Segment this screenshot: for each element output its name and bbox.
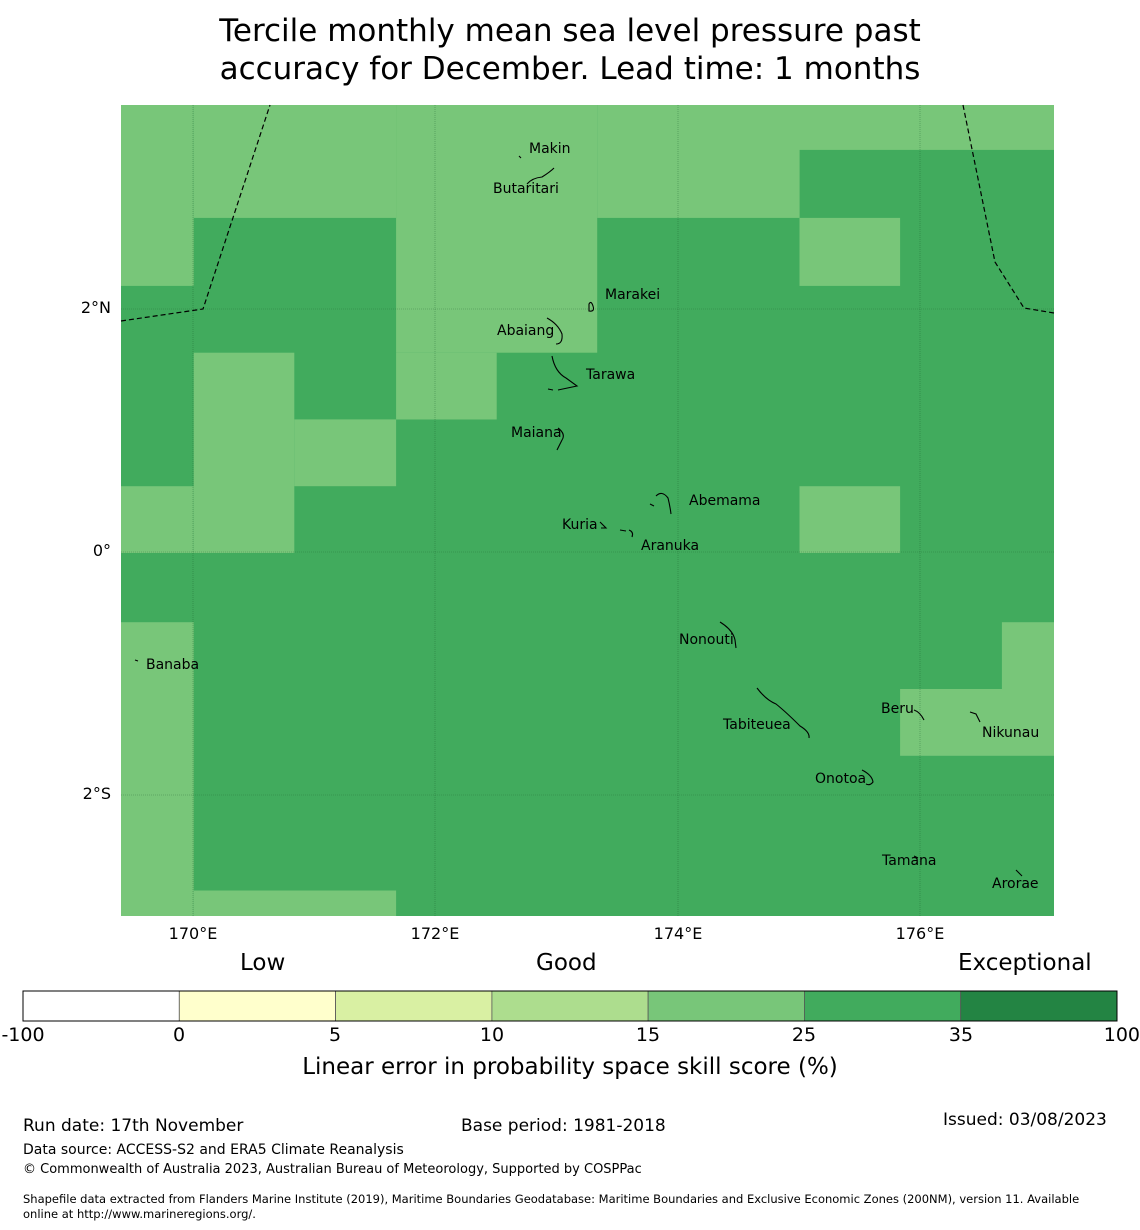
island-nikunau — [969, 711, 981, 723]
skill-cell — [396, 105, 598, 353]
colorbar-tick: 0 — [172, 1024, 186, 1046]
place-arorae: Arorae — [992, 876, 1039, 892]
island-marakei — [588, 301, 595, 312]
lon-label-174e: 174°E — [653, 924, 703, 943]
eez-boundary-east — [962, 104, 1055, 314]
place-abaiang: Abaiang — [497, 323, 555, 339]
colorbar-segment — [22, 990, 180, 1022]
place-butaritari: Butaritari — [493, 181, 559, 197]
colorbar-tick: 5 — [328, 1024, 342, 1046]
place-tamana: Tamana — [882, 853, 937, 869]
skill-cell — [193, 890, 397, 916]
map-title-line2: accuracy for December. Lead time: 1 mont… — [219, 51, 921, 87]
colorbar-category-good: Good — [536, 950, 597, 976]
footer-shapefile-line1: Shapefile data extracted from Flanders M… — [23, 1192, 1080, 1206]
colorbar-tick: 15 — [635, 1024, 661, 1046]
skill-cell — [799, 217, 901, 286]
island-banaba — [134, 659, 139, 662]
island-tamana — [913, 855, 919, 859]
colorbar-segment — [178, 990, 337, 1022]
footer-copyright: © Commonwealth of Australia 2023, Austra… — [23, 1162, 642, 1177]
place-aranuka: Aranuka — [641, 538, 700, 554]
colorbar-label: Linear error in probability space skill … — [302, 1054, 838, 1080]
place-maiana: Maiana — [511, 425, 562, 441]
footer-issued: Issued: 03/08/2023 — [943, 1110, 1107, 1130]
island-outlines — [134, 155, 1023, 877]
place-onotoa: Onotoa — [815, 771, 867, 787]
skill-cell — [396, 352, 497, 420]
island-kuria — [599, 521, 608, 529]
skill-cell — [193, 352, 295, 553]
colorbar-segment — [960, 990, 1118, 1022]
graticule — [121, 105, 1054, 916]
island-aranuka — [619, 529, 634, 538]
island-arorae — [1015, 869, 1023, 877]
colorbar-segment — [647, 990, 805, 1022]
colorbar-segment — [804, 990, 962, 1022]
island-onotoa — [861, 769, 874, 786]
place-nikunau: Nikunau — [982, 725, 1040, 741]
skill-cell — [121, 105, 194, 286]
skill-cell — [900, 689, 1054, 756]
place-kuria: Kuria — [562, 517, 598, 533]
island-beru — [913, 709, 925, 721]
lat-label-0: 0° — [92, 541, 111, 560]
colorbar-tick: 10 — [479, 1024, 505, 1046]
skill-cells — [121, 105, 1054, 916]
colorbar-category-exceptional: Exceptional — [958, 950, 1092, 976]
colorbar-segment — [335, 990, 493, 1022]
footer-run-date: Run date: 17th November — [23, 1116, 244, 1136]
place-nonouti: Nonouti — [679, 632, 734, 648]
map-title-line1: Tercile monthly mean sea level pressure … — [219, 13, 921, 49]
place-beru: Beru — [881, 701, 914, 717]
place-tabiteuea: Tabiteuea — [723, 717, 791, 733]
colorbar-segment — [491, 990, 649, 1022]
island-tabiteuea — [756, 687, 810, 739]
footer-data-source: Data source: ACCESS-S2 and ERA5 Climate … — [23, 1142, 404, 1158]
colorbar-category-low: Low — [240, 950, 286, 976]
island-butaritari — [526, 167, 555, 185]
island-nonouti — [719, 621, 737, 649]
place-abemama: Abemama — [689, 493, 761, 509]
island-makin — [518, 155, 522, 159]
place-marakei: Marakei — [605, 287, 661, 303]
skill-cell — [121, 622, 194, 916]
footer-base-period: Base period: 1981-2018 — [461, 1116, 666, 1136]
colorbar-tick: 25 — [791, 1024, 817, 1046]
footer-shapefile-line2: online at http://www.marineregions.org/. — [23, 1207, 256, 1221]
skill-cell — [597, 105, 800, 218]
lon-label-172e: 172°E — [410, 924, 460, 943]
island-maiana — [556, 427, 564, 451]
eez-boundary-west — [120, 104, 271, 322]
map-title: Tercile monthly mean sea level pressure … — [0, 12, 1140, 88]
island-tarawa — [547, 355, 579, 391]
place-makin: Makin — [529, 141, 571, 157]
lon-label-170e: 170°E — [168, 924, 218, 943]
colorbar-frame — [22, 990, 1118, 1022]
colorbar-tick: -100 — [1, 1024, 45, 1046]
lat-label-2n: 2°N — [80, 298, 111, 317]
skill-cell — [799, 105, 1054, 150]
lon-label-176e: 176°E — [895, 924, 945, 943]
colorbar-tick: 35 — [948, 1024, 974, 1046]
skill-cell — [294, 419, 397, 487]
eez-boundaries — [120, 104, 1055, 322]
skill-cell — [121, 486, 194, 553]
skill-cell — [1001, 622, 1054, 689]
colorbar — [22, 990, 1118, 1022]
island-abaiang — [546, 317, 563, 345]
place-tarawa: Tarawa — [586, 367, 636, 383]
lat-label-2s: 2°S — [82, 784, 111, 803]
island-abemama — [649, 492, 672, 515]
skill-cell — [799, 486, 901, 553]
colorbar-tick: 100 — [1103, 1024, 1140, 1046]
place-banaba: Banaba — [146, 657, 200, 673]
skill-cell — [193, 105, 397, 218]
